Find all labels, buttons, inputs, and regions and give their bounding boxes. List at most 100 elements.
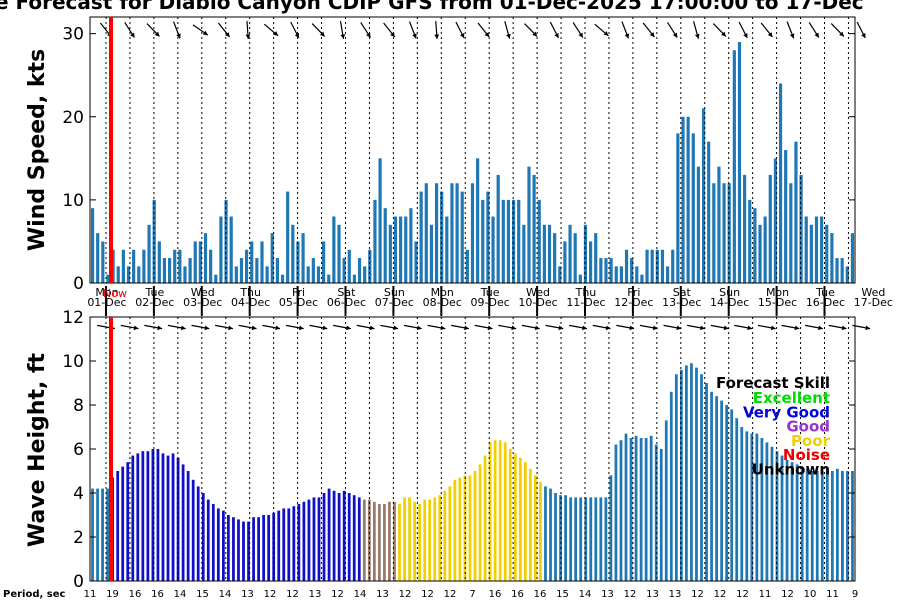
period-value: 16 — [511, 589, 524, 600]
wind-arrow — [124, 22, 135, 38]
wave-bar — [624, 433, 628, 581]
wind-bar — [784, 150, 788, 283]
wind-bar — [794, 141, 798, 283]
period-value: 12 — [421, 589, 434, 600]
wind-bar — [342, 258, 346, 283]
period-value: 12 — [399, 589, 412, 600]
wind-day-gridlines — [105, 17, 849, 283]
wind-bar — [696, 166, 700, 284]
wind-bar — [209, 249, 213, 283]
wind-bar — [347, 249, 351, 283]
wave-bar — [443, 490, 447, 581]
wind-arrow — [290, 21, 300, 39]
day-date-label: 11-Dec — [566, 296, 605, 309]
wind-bar — [619, 266, 623, 284]
wave-bar — [252, 517, 255, 581]
wave-arrow — [380, 324, 399, 331]
wave-bar — [846, 471, 849, 581]
wind-arrow — [621, 21, 630, 39]
wave-bar — [544, 486, 547, 581]
wave-bar — [398, 504, 401, 581]
wind-arrow — [642, 22, 655, 38]
wind-arrow — [760, 22, 773, 38]
wind-bar — [229, 216, 233, 283]
day-date-label: 14-Dec — [710, 296, 749, 309]
wind-bar — [234, 266, 238, 284]
wind-bar — [429, 224, 434, 283]
wave-bar — [106, 488, 109, 581]
wave-bar — [549, 488, 552, 581]
wave-bar — [609, 475, 613, 581]
period-value: 15 — [556, 589, 569, 600]
day-name-label: Tue — [144, 286, 164, 299]
wind-bar — [809, 224, 813, 283]
wind-bar — [383, 208, 387, 283]
wave-bar — [750, 433, 754, 581]
wave-bar — [136, 453, 140, 581]
wind-bar — [640, 274, 644, 283]
wind-bar — [691, 133, 695, 284]
skill-legend-item: Very Good — [743, 403, 830, 421]
wind-bar — [686, 116, 690, 283]
wave-bar — [307, 499, 311, 581]
wind-bar — [578, 274, 582, 283]
skill-legend-item: Poor — [791, 432, 831, 450]
wave-bar — [654, 444, 658, 581]
day-date-label: 04-Dec — [231, 296, 270, 309]
wave-arrow — [757, 324, 776, 331]
wave-bar — [760, 438, 764, 581]
wind-bar — [614, 266, 618, 284]
wind-y-tick-label: 20 — [62, 108, 84, 128]
wind-bar — [460, 191, 464, 283]
wave-bar — [428, 499, 432, 581]
wind-y-tick-label: 30 — [62, 25, 84, 45]
wave-bar — [297, 504, 301, 581]
wind-arrow — [263, 23, 279, 37]
wind-bar — [193, 241, 197, 283]
wave-bar — [413, 501, 417, 581]
day-date-label: 17-Dec — [854, 296, 893, 309]
wind-y-axis-label: Wind Speed, kts — [25, 49, 50, 251]
wave-bar — [790, 462, 794, 581]
wave-bar — [317, 497, 321, 581]
wind-bar — [260, 241, 264, 283]
wind-bar — [275, 258, 279, 283]
wind-arrow — [856, 21, 866, 39]
wind-arrow — [830, 23, 845, 37]
wind-arrow — [311, 23, 326, 37]
period-value: 13 — [646, 589, 659, 600]
period-value: 13 — [376, 589, 389, 600]
period-value: 12 — [714, 589, 727, 600]
wind-bar — [414, 241, 418, 283]
wind-bar — [409, 208, 413, 283]
period-value: 12 — [286, 589, 299, 600]
wave-axes-frame — [89, 316, 856, 582]
wind-arrow — [504, 21, 511, 39]
wave-arrow — [710, 324, 729, 331]
wave-bar — [257, 517, 260, 581]
wave-bar — [332, 490, 336, 581]
wave-bar — [327, 488, 331, 581]
wave-bar — [715, 396, 718, 581]
wave-bar — [629, 438, 633, 581]
wind-arrow — [192, 24, 209, 36]
wind-bar — [173, 249, 177, 283]
wind-bar — [717, 166, 721, 284]
wave-arrow — [333, 324, 351, 331]
wave-bar — [478, 464, 482, 581]
wave-bar — [458, 477, 462, 581]
wind-bar — [106, 274, 110, 283]
wave-bar — [131, 455, 135, 581]
day-name-label: Mon — [431, 286, 454, 299]
wind-bar — [527, 166, 531, 284]
wave-bar — [785, 460, 789, 581]
wind-y-tick-label: 0 — [73, 274, 84, 294]
wave-arrow — [828, 324, 847, 331]
period-value: 13 — [669, 589, 682, 600]
wind-arrow — [172, 21, 181, 39]
wind-bar — [655, 249, 659, 283]
wave-bar — [841, 471, 844, 581]
wind-arrow — [594, 23, 609, 37]
wind-bar — [763, 216, 767, 283]
wave-y-tick-label: 4 — [73, 484, 84, 504]
